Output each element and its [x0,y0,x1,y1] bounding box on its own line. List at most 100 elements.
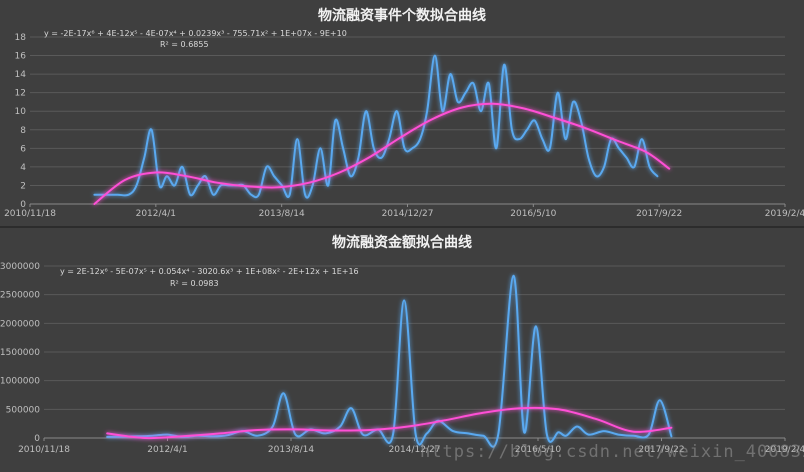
y-tick-label: 1500000 [0,348,40,358]
trend-point [669,168,670,169]
data-point [468,433,469,434]
chart-panel-event-count: 物流融资事件个数拟合曲线 0 2 4 6 8 10 12 14 16 18 2010/11/18 201… [0,0,804,226]
chart-event-count: 物流融资事件个数拟合曲线 0 2 4 6 8 10 12 14 16 18 2010/11/18 201… [4,7,804,219]
trend-point [584,127,585,128]
data-point [272,426,273,427]
x-tick-label: 2017/9/22 [636,209,682,219]
data-series-line [93,54,659,199]
trend-point [370,429,371,430]
data-point [671,436,672,437]
data-point [542,139,543,140]
trendline-r-squared: R² = 0.6855 [160,40,209,49]
data-point [604,166,605,167]
data-point [452,431,453,432]
data-point [480,111,481,112]
data-point [392,434,393,435]
data-point [473,83,474,84]
trend-point [596,419,597,420]
trend-point [333,430,334,431]
data-point [297,139,298,140]
y-tick-label: 6 [20,144,26,154]
data-point [488,83,489,84]
data-point [274,176,275,177]
trend-point [220,433,221,434]
y-tick-label: 12 [15,89,26,99]
data-point [136,185,137,186]
trend-point [125,179,126,180]
data-point [659,400,660,401]
y-tick-label: 8 [20,126,26,136]
data-point [343,148,344,149]
data-point [167,434,168,435]
trend-point [257,429,258,430]
data-point [151,129,152,130]
data-point [513,275,514,276]
trend-point [186,176,187,177]
trend-point [462,107,463,108]
data-point [534,120,535,121]
data-point [442,111,443,112]
data-point [358,157,359,158]
y-tick-label: 1000000 [0,377,40,387]
data-point [174,185,175,186]
data-point [450,74,451,75]
data-point [289,194,290,195]
data-point [504,64,505,65]
data-point [580,120,581,121]
data-point [190,194,191,195]
data-point [182,166,183,167]
trend-point [295,429,296,430]
data-point [420,139,421,140]
trend-point [554,117,555,118]
y-tick-label: 3000000 [0,262,40,272]
x-tick-label: 2016/5/10 [515,445,561,455]
trend-point [217,182,218,183]
data-point [558,432,559,433]
y-tick-label: 16 [15,52,27,62]
data-point [381,157,382,158]
data-point [496,148,497,149]
trendline-equation: y = -2E-17x⁶ + 4E-12x⁵ - 4E-07x⁴ + 0.023… [44,29,347,38]
data-point [565,139,566,140]
y-tick-label: 2500000 [0,291,40,301]
data-series-line [106,274,673,448]
chart-title: 物流融资金额拟合曲线 [332,234,472,251]
trend-point [615,139,616,140]
data-point [117,194,118,195]
data-point [144,157,145,158]
chart-panel-amount: 物流融资金额拟合曲线 0 500000 1000000 1500000 2000000 25… [0,228,804,472]
data-point [365,111,366,112]
data-point [396,111,397,112]
data-point [320,148,321,149]
x-tick-label: 2017/9/22 [638,445,684,455]
panel-divider [0,226,804,228]
trend-point [370,156,371,157]
trend-point [523,108,524,109]
data-point [351,408,352,409]
data-point [576,426,577,427]
data-point [603,431,604,432]
data-point [498,434,499,435]
data-point [465,92,466,93]
data-point [588,157,589,158]
y-tick-label: 18 [15,33,27,43]
y-tick-label: 0 [34,434,40,444]
data-point [535,326,536,327]
data-point [657,176,658,177]
data-point [340,426,341,427]
trend-point [278,187,279,188]
data-point [159,185,160,186]
data-point [588,434,589,435]
x-tick-label: 2014/12/27 [389,445,441,455]
data-point [633,435,634,436]
data-point [389,139,390,140]
x-tick-label: 2010/11/18 [4,209,56,219]
data-point [312,185,313,186]
data-point [258,194,259,195]
data-point [212,436,213,437]
data-point [557,92,558,93]
data-point [266,166,267,167]
trend-point [144,437,145,438]
data-point [546,434,547,435]
trend-point [671,427,672,428]
